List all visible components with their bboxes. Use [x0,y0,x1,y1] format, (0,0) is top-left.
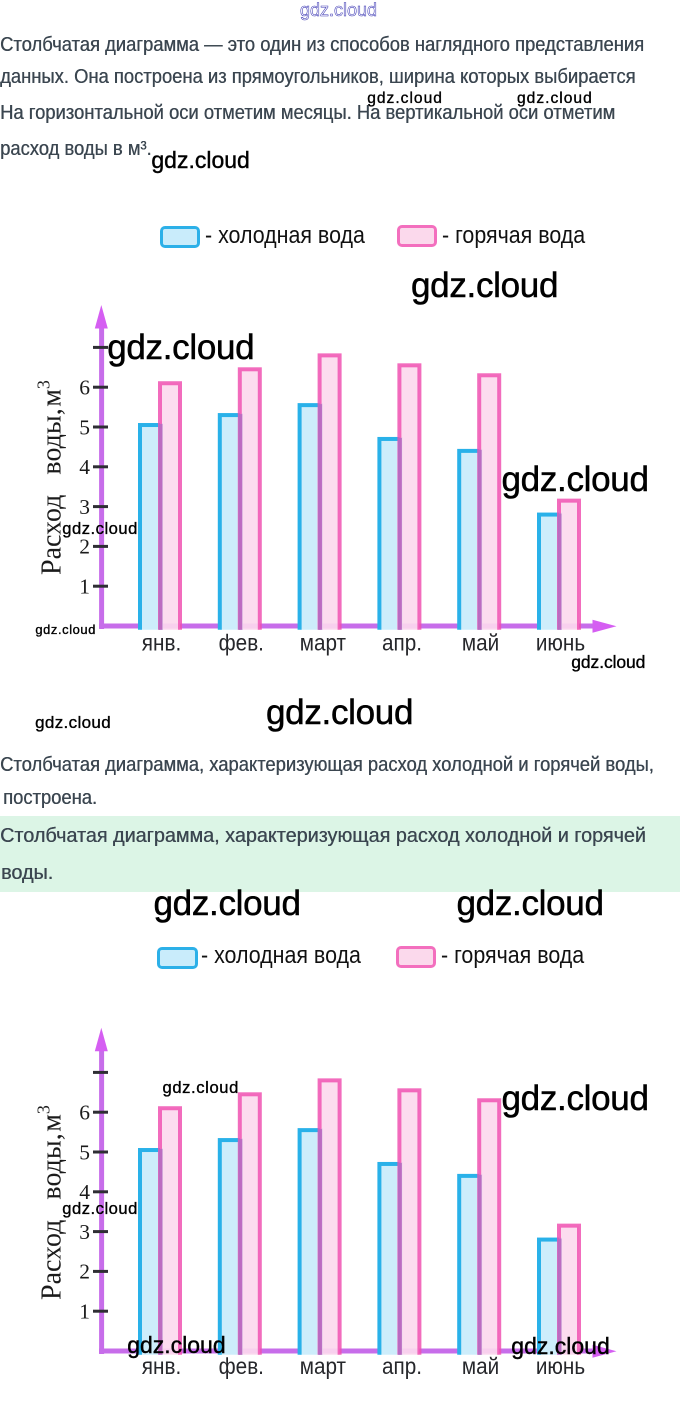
svg-text:янв.: янв. [142,1353,181,1379]
svg-text:1: 1 [79,1300,90,1324]
svg-text:июнь: июнь [536,1353,585,1379]
svg-text:фев.: фев. [219,630,264,656]
svg-text:4: 4 [79,1180,90,1204]
svg-text:июнь: июнь [536,630,585,656]
svg-text:март: март [300,630,347,656]
svg-text:апр.: апр. [382,1353,422,1379]
svg-text:5: 5 [79,1140,90,1164]
svg-text:Расходводы,м3: Расходводы,м3 [34,380,68,575]
svg-text:4: 4 [79,455,90,479]
svg-text:1: 1 [79,575,90,599]
svg-text:6: 6 [79,1101,90,1125]
svg-text:фев.: фев. [219,1353,264,1379]
svg-text:2: 2 [79,1260,90,1284]
svg-text:2: 2 [79,535,90,559]
svg-text:3: 3 [79,495,90,519]
svg-text:май: май [462,1353,499,1379]
svg-text:6: 6 [79,376,90,400]
svg-text:май: май [462,630,499,656]
svg-text:Расходводы,м3: Расходводы,м3 [34,1105,68,1300]
svg-text:март: март [300,1353,347,1379]
svg-text:5: 5 [79,415,90,439]
svg-text:3: 3 [79,1220,90,1244]
svg-text:апр.: апр. [382,630,422,656]
svg-text:янв.: янв. [142,630,181,656]
